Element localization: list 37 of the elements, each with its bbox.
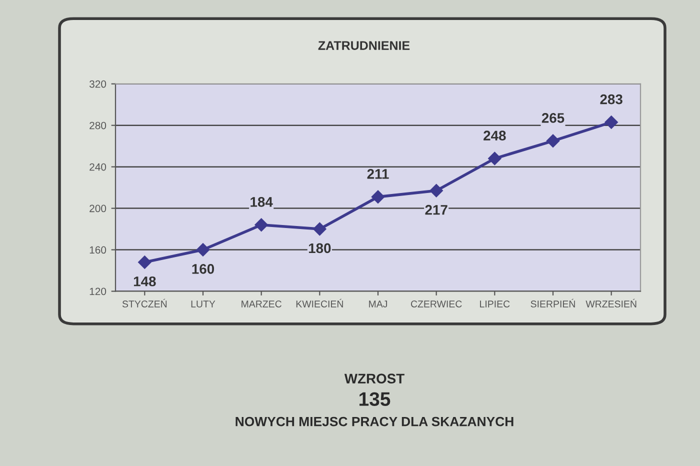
data-label: 148 [134,276,156,286]
y-tick-label: 280 [90,122,106,130]
x-tick-label: MARZEC [242,300,282,308]
x-tick-label: MAJ [369,300,387,308]
point [604,116,618,129]
data-label: 184 [250,197,273,207]
x-tick-label: CZERWIEC [410,300,462,308]
y-tick-label: 240 [90,163,106,171]
y-tick-label: 200 [90,204,106,212]
x-tick-label: SIERPIEŃ [530,298,575,308]
text: WZROST [344,374,404,384]
point [430,184,443,198]
x-tick-label: WRZESIEŃ [586,298,636,308]
point [488,152,502,166]
chart-title: ZATRUDNIENIE [318,41,410,50]
y-tick-label: 320 [89,80,106,88]
x-tick-label: KWIECIEŃ [296,298,343,308]
point [196,243,210,256]
data-label: 283 [600,94,622,104]
point [254,218,268,232]
data-label: 265 [542,113,564,123]
y-tick-label: 120 [90,288,106,296]
point [371,190,385,204]
data-label: 217 [425,204,448,215]
text: 135 [360,392,390,406]
x-tick-label: LIPIEC [480,300,510,308]
point [546,134,560,148]
point [313,222,326,236]
data-label: 180 [308,243,331,254]
x-tick-label: LUTY [191,300,216,308]
text: NOWYCH MIEJSC PRACY DLA SKAZANYCH [236,416,514,426]
y-tick-label: 160 [90,246,106,254]
data-label: 248 [484,130,506,141]
x-tick-label: STYCZEŃ [122,298,167,308]
data-label: 160 [192,264,214,274]
data-label: 211 [367,169,389,179]
point [138,256,152,269]
